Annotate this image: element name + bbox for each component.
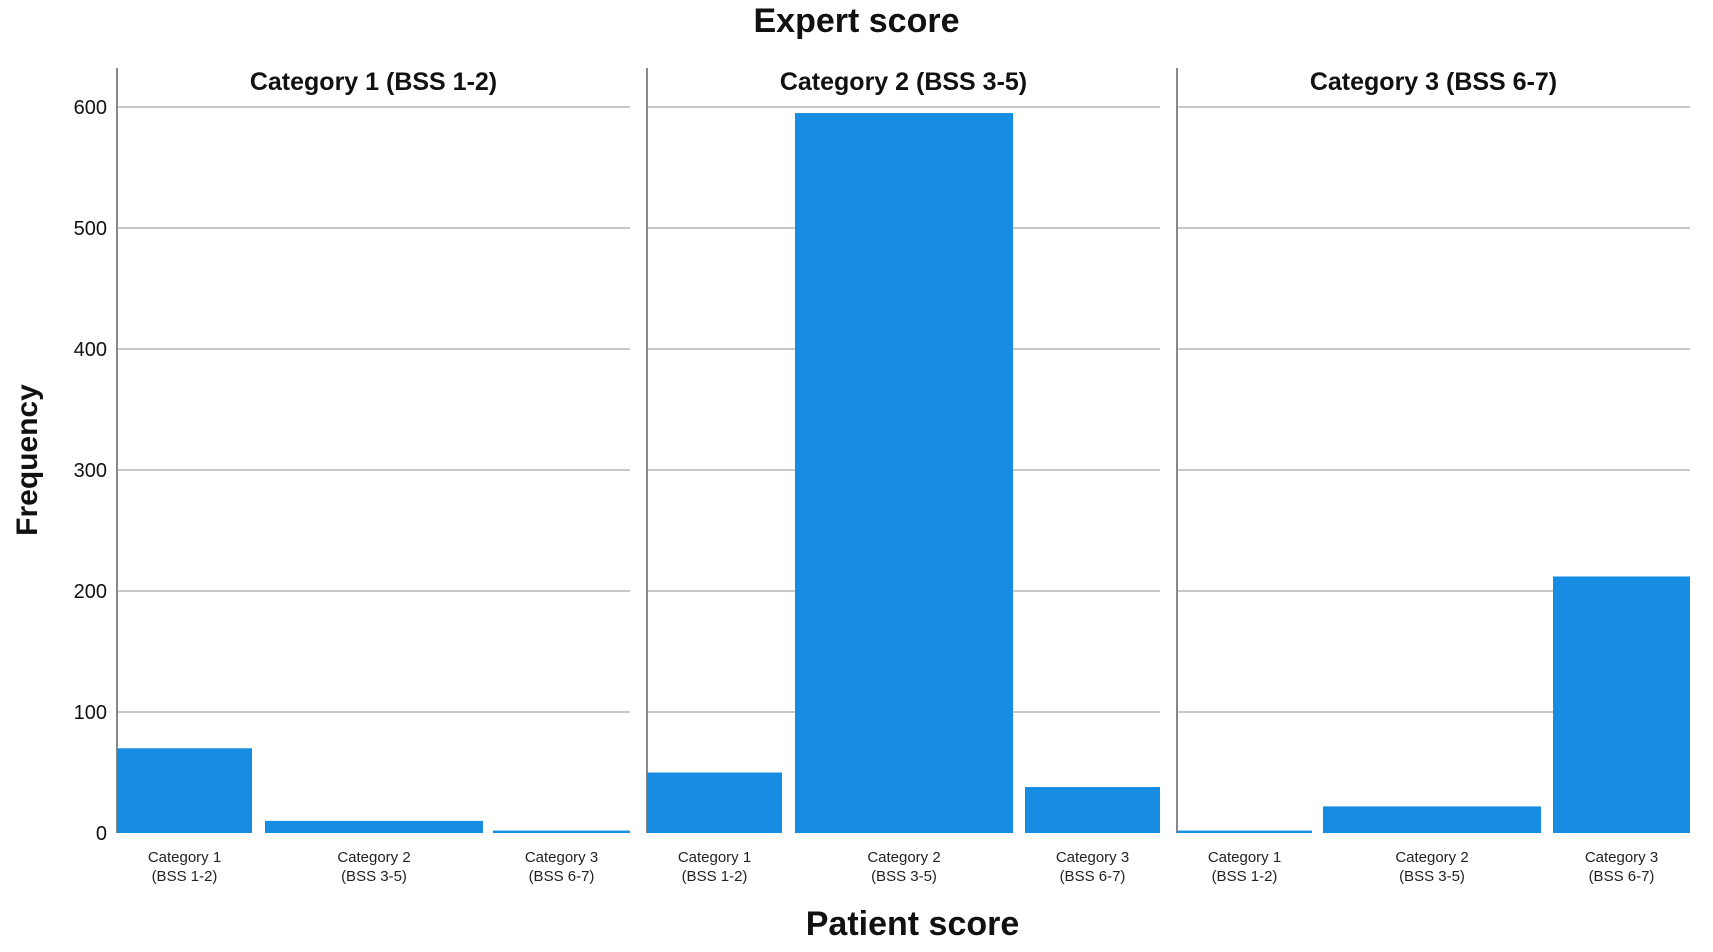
x-tick-label: Category 2 [1395,849,1468,866]
y-tick-label: 500 [74,218,107,240]
x-tick-label: Category 2 [337,849,410,866]
x-tick-label: Category 1 [1208,849,1281,866]
x-tick-label: Category 1 [678,849,751,866]
y-tick-label: 300 [74,460,107,482]
x-tick-label: Category 1 [148,849,221,866]
bar [647,772,782,833]
bar [1553,576,1690,833]
x-tick-label: Category 2 [867,849,940,866]
x-tick-sublabel: (BSS 3-5) [871,868,937,885]
bar [1025,787,1160,833]
bar [1323,806,1541,833]
y-tick-label: 100 [74,702,107,724]
x-tick-sublabel: (BSS 1-2) [682,868,748,885]
bar [117,748,252,833]
x-tick-label: Category 3 [525,849,598,866]
x-tick-sublabel: (BSS 6-7) [1060,868,1126,885]
panel-title: Category 2 (BSS 3-5) [780,68,1027,96]
x-tick-sublabel: (BSS 3-5) [341,868,407,885]
chart-title: Expert score [753,2,960,40]
x-tick-sublabel: (BSS 6-7) [1589,868,1655,885]
x-tick-label: Category 3 [1056,849,1129,866]
panel-title: Category 1 (BSS 1-2) [250,68,497,96]
x-tick-sublabel: (BSS 3-5) [1399,868,1465,885]
bar [1177,830,1312,833]
y-tick-label: 200 [74,581,107,603]
panel-title: Category 3 (BSS 6-7) [1310,68,1557,96]
bar [795,113,1013,834]
y-tick-label: 400 [74,339,107,361]
y-tick-label: 0 [96,823,107,845]
x-tick-label: Category 3 [1585,849,1658,866]
x-axis-label: Patient score [805,905,1020,943]
y-tick-label: 600 [74,97,107,119]
x-tick-sublabel: (BSS 1-2) [152,868,218,885]
bar [265,820,483,833]
x-tick-sublabel: (BSS 6-7) [529,868,595,885]
x-tick-sublabel: (BSS 1-2) [1212,868,1278,885]
bar [493,830,630,833]
